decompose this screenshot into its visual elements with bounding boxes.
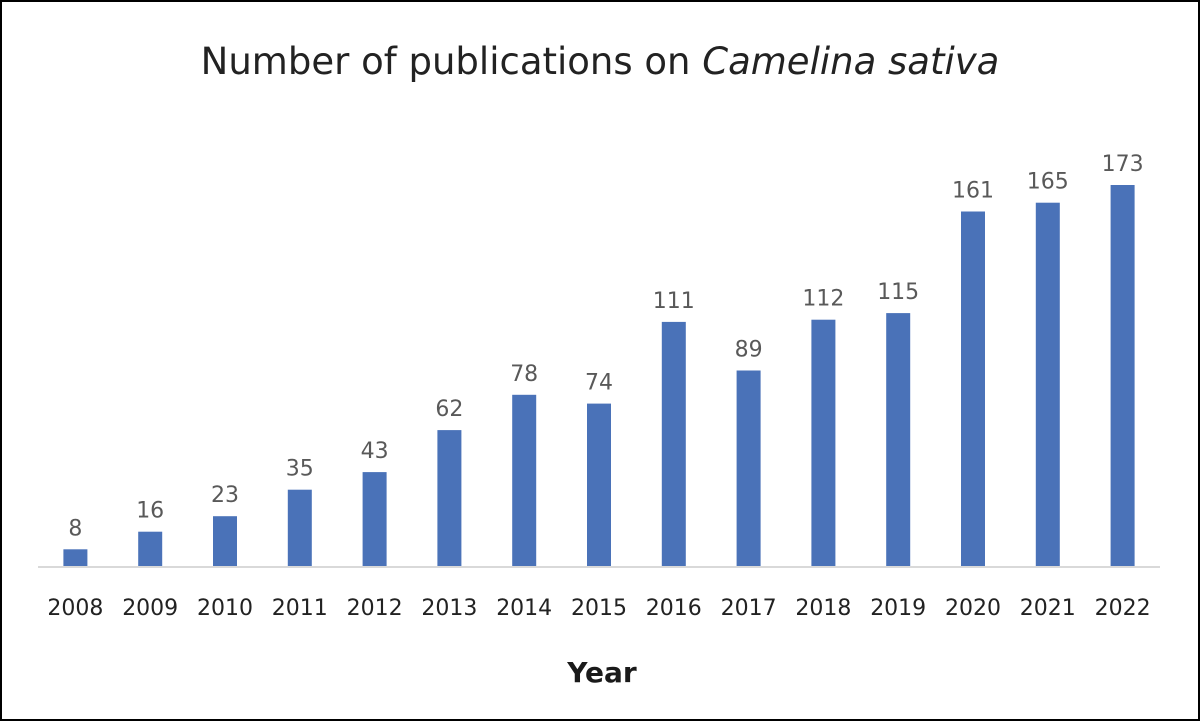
data-label-2013: 62 xyxy=(435,397,463,422)
x-tick-label-2016: 2016 xyxy=(646,596,702,621)
chart-title-main: Number of publications on xyxy=(201,40,703,83)
x-tick-label-2018: 2018 xyxy=(795,596,851,621)
x-tick-label-2009: 2009 xyxy=(122,596,178,621)
chart-title: Number of publications on Camelina sativ… xyxy=(201,40,1000,83)
bar-2019 xyxy=(886,313,911,567)
x-axis-title: Year xyxy=(566,656,637,689)
x-tick-label-2022: 2022 xyxy=(1095,596,1151,621)
bar-2021 xyxy=(1035,202,1060,567)
bar-2016 xyxy=(661,321,686,567)
x-tick-label-2013: 2013 xyxy=(421,596,477,621)
x-tick-label-2017: 2017 xyxy=(721,596,777,621)
x-tick-label-2019: 2019 xyxy=(870,596,926,621)
x-tick-label-2020: 2020 xyxy=(945,596,1001,621)
bar-2015 xyxy=(587,403,611,567)
data-label-2017: 89 xyxy=(735,338,763,363)
data-label-2019: 115 xyxy=(877,280,919,305)
bar-2018 xyxy=(811,319,836,567)
data-label-2012: 43 xyxy=(361,439,389,464)
data-label-2016: 111 xyxy=(653,289,695,314)
data-label-2010: 23 xyxy=(211,483,239,508)
chart-title-italic: Camelina sativa xyxy=(702,40,999,83)
bars-layer xyxy=(63,185,1135,567)
data-label-2022: 173 xyxy=(1102,152,1144,177)
bar-2017 xyxy=(736,370,761,567)
x-tick-labels-layer: 2008 2009 2010 2011 2012 2013 2014 2015 2016 2017… xyxy=(47,596,1150,621)
data-label-2020: 161 xyxy=(952,179,994,204)
x-tick-label-2012: 2012 xyxy=(347,596,403,621)
data-label-2009: 16 xyxy=(136,499,164,524)
bar-2009 xyxy=(138,531,163,567)
bar-2012 xyxy=(362,472,387,567)
x-tick-label-2011: 2011 xyxy=(272,596,328,621)
bar-2008 xyxy=(63,549,88,567)
data-label-2011: 35 xyxy=(286,457,314,482)
bar-2010 xyxy=(213,516,237,567)
data-label-2018: 112 xyxy=(802,287,844,312)
x-tick-label-2010: 2010 xyxy=(197,596,253,621)
data-label-2015: 74 xyxy=(585,371,613,396)
bar-2014 xyxy=(512,394,537,567)
bar-2011 xyxy=(287,489,312,567)
x-tick-label-2015: 2015 xyxy=(571,596,627,621)
bar-2022 xyxy=(1110,185,1135,567)
data-label-2008: 8 xyxy=(68,516,82,541)
bar-2020 xyxy=(961,211,985,567)
x-tick-label-2021: 2021 xyxy=(1020,596,1076,621)
data-labels-layer: 8 16 23 35 43 62 78 74 111 89 112 115 161 165 173 xyxy=(68,152,1143,541)
bar-2013 xyxy=(437,430,462,567)
data-label-2014: 78 xyxy=(510,362,538,387)
x-tick-label-2008: 2008 xyxy=(47,596,103,621)
x-tick-label-2014: 2014 xyxy=(496,596,552,621)
data-label-2021: 165 xyxy=(1027,170,1069,195)
